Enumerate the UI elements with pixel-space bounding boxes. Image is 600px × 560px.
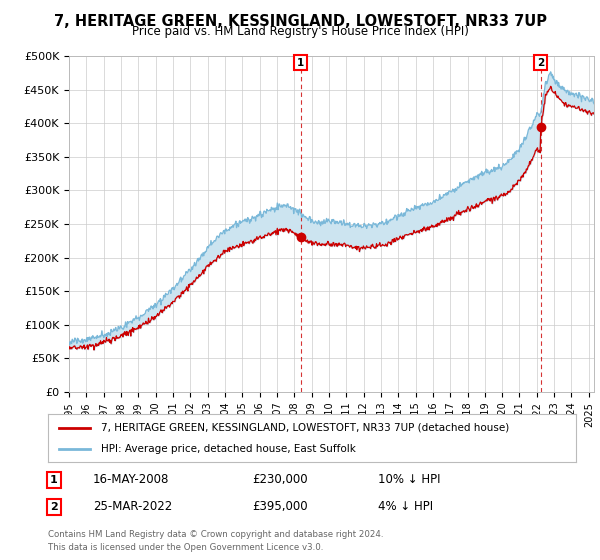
- Text: Price paid vs. HM Land Registry's House Price Index (HPI): Price paid vs. HM Land Registry's House …: [131, 25, 469, 38]
- Text: This data is licensed under the Open Government Licence v3.0.: This data is licensed under the Open Gov…: [48, 543, 323, 552]
- Text: 2: 2: [537, 58, 544, 68]
- Text: 1: 1: [50, 475, 58, 485]
- Text: 10% ↓ HPI: 10% ↓ HPI: [378, 473, 440, 487]
- Text: £395,000: £395,000: [252, 500, 308, 514]
- Text: 1: 1: [297, 58, 304, 68]
- Text: 7, HERITAGE GREEN, KESSINGLAND, LOWESTOFT, NR33 7UP: 7, HERITAGE GREEN, KESSINGLAND, LOWESTOF…: [53, 14, 547, 29]
- Text: 2: 2: [50, 502, 58, 512]
- Text: 16-MAY-2008: 16-MAY-2008: [93, 473, 169, 487]
- Text: 4% ↓ HPI: 4% ↓ HPI: [378, 500, 433, 514]
- Text: 25-MAR-2022: 25-MAR-2022: [93, 500, 172, 514]
- Text: Contains HM Land Registry data © Crown copyright and database right 2024.: Contains HM Land Registry data © Crown c…: [48, 530, 383, 539]
- Text: 7, HERITAGE GREEN, KESSINGLAND, LOWESTOFT, NR33 7UP (detached house): 7, HERITAGE GREEN, KESSINGLAND, LOWESTOF…: [101, 423, 509, 433]
- Text: £230,000: £230,000: [252, 473, 308, 487]
- Text: HPI: Average price, detached house, East Suffolk: HPI: Average price, detached house, East…: [101, 444, 356, 454]
